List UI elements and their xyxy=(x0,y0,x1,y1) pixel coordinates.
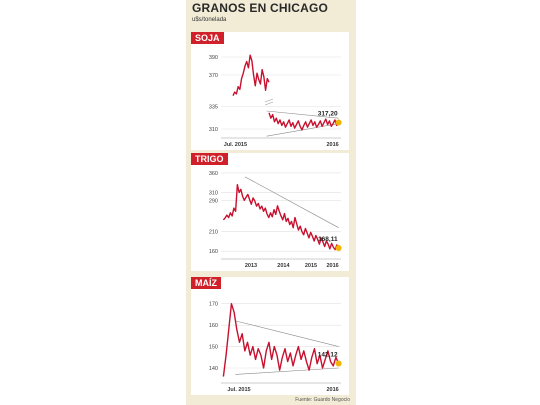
series-line xyxy=(222,183,340,251)
y-tick-label: 360 xyxy=(209,171,218,177)
x-tick-label: 2014 xyxy=(277,263,290,269)
axis-break xyxy=(264,98,274,106)
trigo-tag: TRIGO xyxy=(191,153,228,165)
maiz-chart: 170 160 150 140 Jul. 2015 2016 142,12 xyxy=(191,277,349,395)
soja-chart: 390 370 335 310 Jul. 2015 2016 317,20 xyxy=(191,32,349,150)
x-tick-label: 2016 xyxy=(326,387,338,393)
last-value-marker xyxy=(335,360,342,367)
y-tick-label: 210 xyxy=(209,230,218,236)
series-line-before_break xyxy=(232,54,270,97)
source-note: Fuente: Guardo Negocio xyxy=(295,397,350,403)
y-tick-label: 310 xyxy=(209,127,218,133)
x-tick-label: 2016 xyxy=(326,263,338,269)
soja-panel: 390 370 335 310 Jul. 2015 2016 317,20 SOJA xyxy=(191,32,349,150)
y-tick-label: 370 xyxy=(209,73,218,79)
series-line xyxy=(222,303,340,377)
x-tick-label: Jul. 2015 xyxy=(224,142,247,148)
last-value-marker xyxy=(335,119,342,126)
chart-card: GRANOS EN CHICAGO u$s/tonelada 390 370 335… xyxy=(186,0,356,405)
soja-tag: SOJA xyxy=(191,32,224,44)
y-tick-label: 310 xyxy=(209,190,218,196)
plot-background xyxy=(191,277,349,395)
y-tick-label: 170 xyxy=(209,302,218,308)
last-value-label: 317,20 xyxy=(318,111,338,118)
trend-line xyxy=(235,367,339,375)
last-value-label: 168,11 xyxy=(318,236,338,243)
trend-line xyxy=(266,110,339,119)
x-tick-label: 2015 xyxy=(305,263,317,269)
plot-background xyxy=(191,32,349,150)
unit-label: u$s/tonelada xyxy=(192,17,227,23)
y-tick-label: 160 xyxy=(209,323,218,329)
maiz-panel: 170 160 150 140 Jul. 2015 2016 142,12 MAÍZ xyxy=(191,277,349,395)
x-tick-label: Jul. 2015 xyxy=(227,387,250,393)
trend-line xyxy=(244,176,339,228)
last-value-marker xyxy=(335,245,342,252)
trigo-panel: 360 310 290 210 160 2013 2014 2015 2016 168,11 TRI… xyxy=(191,153,349,271)
y-tick-label: 160 xyxy=(209,249,218,255)
maiz-tag: MAÍZ xyxy=(191,277,221,289)
y-tick-label: 140 xyxy=(209,366,218,372)
last-value-label: 142,12 xyxy=(318,351,338,358)
x-tick-label: 2016 xyxy=(326,142,338,148)
y-tick-label: 290 xyxy=(209,198,218,204)
trend-line xyxy=(235,320,339,347)
headline: GRANOS EN CHICAGO xyxy=(192,1,329,15)
y-tick-label: 335 xyxy=(209,105,218,111)
y-tick-label: 150 xyxy=(209,345,218,351)
trigo-chart: 360 310 290 210 160 2013 2014 2015 2016 168,11 xyxy=(191,153,349,271)
series-line-after_break xyxy=(268,112,340,131)
x-tick-label: 2013 xyxy=(245,263,257,269)
y-tick-label: 390 xyxy=(209,55,218,61)
